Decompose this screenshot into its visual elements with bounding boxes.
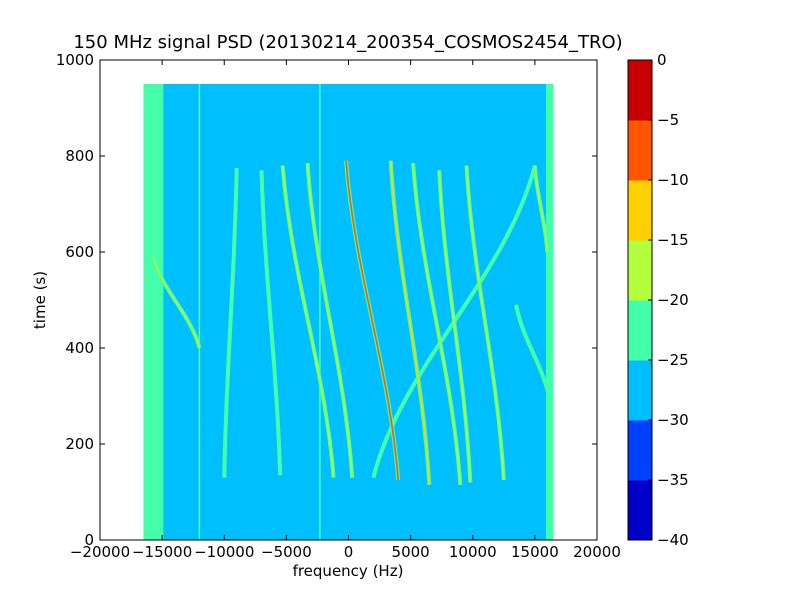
x-axis-label: frequency (Hz) [293, 562, 404, 580]
signal-trace [515, 304, 551, 401]
colorbar-segment [628, 420, 652, 481]
x-tick-label: 10000 [449, 543, 497, 561]
x-tick-label: −5000 [261, 543, 312, 561]
x-tick-label: −20000 [70, 543, 130, 561]
signal-trace [260, 170, 281, 476]
signal-trace [306, 163, 353, 478]
signal-trace [345, 160, 399, 481]
colorbar-segment [628, 300, 652, 361]
colorbar-tick-label: −25 [657, 351, 689, 369]
psd-edge-band-right [546, 84, 554, 540]
y-axis-label: time (s) [31, 271, 49, 329]
signal-traces [151, 160, 552, 485]
signal-trace [223, 167, 238, 478]
colorbar-tick-label: −20 [657, 291, 689, 309]
chart-title: 150 MHz signal PSD (20130214_200354_COSM… [73, 32, 622, 53]
colorbar-tick-label: −35 [657, 471, 689, 489]
signal-trace [438, 170, 472, 483]
axes: −20000 −15000 −10000 −5000 0 5000 10000 15000 20… [56, 51, 621, 561]
y-tick-label: 400 [65, 339, 94, 357]
colorbar-tick-label: −30 [657, 411, 689, 429]
y-tick-label: 0 [84, 531, 94, 549]
signal-trace [412, 163, 462, 485]
plot-area [143, 84, 554, 540]
colorbar-segment [628, 60, 652, 121]
x-tick-label: 20000 [573, 543, 621, 561]
colorbar-tick-label: −10 [657, 171, 689, 189]
psd-edge-band-left [143, 84, 164, 540]
x-tick-label: 15000 [511, 543, 559, 561]
colorbar-segment [628, 120, 652, 181]
x-tick-label: −10000 [194, 543, 254, 561]
y-tick-label: 800 [65, 147, 94, 165]
x-tick-label: 0 [344, 543, 354, 561]
colorbar-tick-label: 0 [657, 51, 667, 69]
colorbar-segment [628, 180, 652, 241]
colorbar-tick-label: −5 [657, 111, 679, 129]
colorbar-segment [628, 480, 652, 541]
x-tick-label: 5000 [392, 543, 430, 561]
colorbar: −40 −35 −30 −25 −20 −15 −10 −5 0 [627, 51, 689, 549]
signal-trace [389, 160, 431, 485]
signal-trace [152, 256, 201, 349]
y-tick-label: 1000 [56, 51, 94, 69]
colorbar-tick-label: −15 [657, 231, 689, 249]
signal-trace [465, 165, 505, 481]
colorbar-segment [628, 240, 652, 301]
colorbar-segment [628, 360, 652, 421]
y-tick-label: 200 [65, 435, 94, 453]
colorbar-tick-label: −40 [657, 531, 689, 549]
signal-trace [281, 165, 335, 478]
signal-trace [534, 165, 549, 253]
x-tick-label: −15000 [132, 543, 192, 561]
y-tick-label: 600 [65, 243, 94, 261]
psd-background [143, 84, 554, 540]
